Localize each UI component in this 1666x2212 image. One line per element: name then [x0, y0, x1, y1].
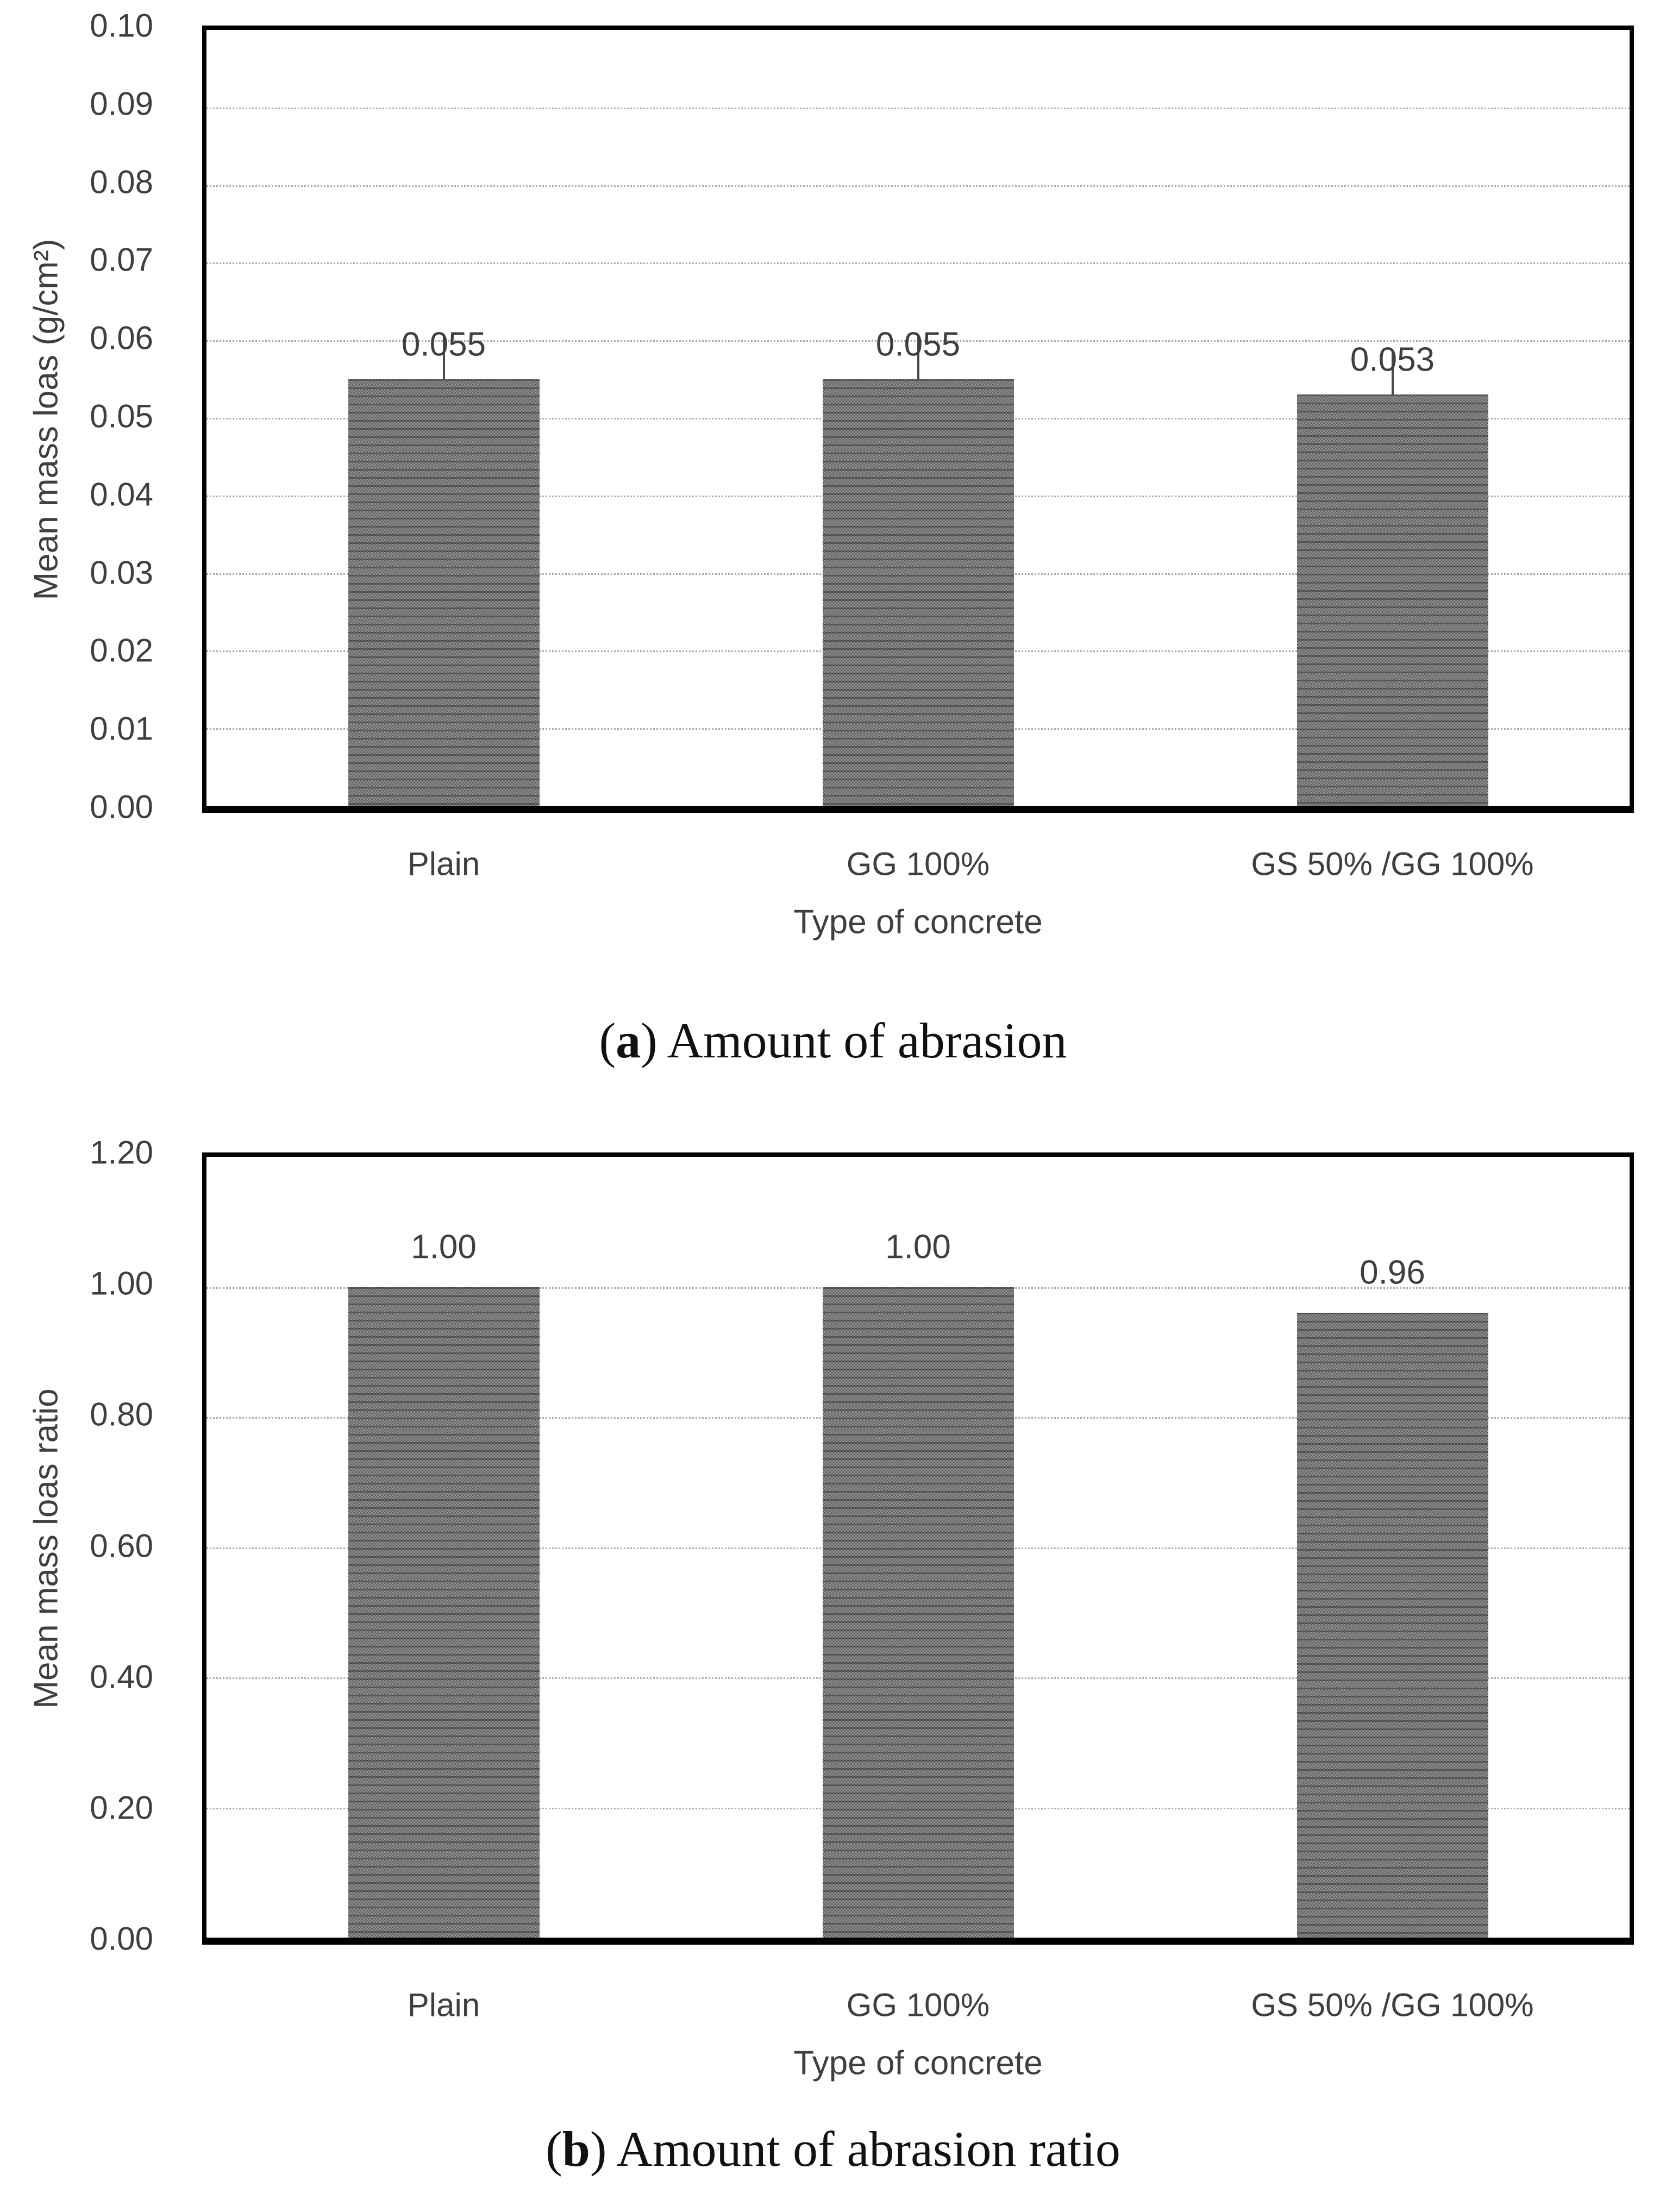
y-tick-label-a-7: 0.03	[90, 554, 153, 591]
y-tick-label-b-1: 1.00	[90, 1265, 153, 1302]
data-label-a-2: 0.053	[1350, 341, 1435, 379]
y-tick-label-b-4: 0.40	[90, 1658, 153, 1695]
panel-caption-b: (b) Amount of abrasion ratio	[546, 2120, 1120, 2178]
y-tick-label-a-8: 0.02	[90, 632, 153, 669]
y-tick-label-a-9: 0.01	[90, 710, 153, 747]
bar-a-2	[1297, 394, 1488, 806]
caption-b-letter: b	[562, 2121, 590, 2177]
y-tick-label-a-1: 0.09	[90, 85, 153, 122]
y-tick-label-b-2: 0.80	[90, 1396, 153, 1433]
data-label-a-0: 0.055	[401, 325, 486, 364]
plot-inner-a: 0.055 0.055 0.053	[206, 30, 1630, 806]
y-tick-label-b-0: 1.20	[90, 1134, 153, 1171]
error-bar-a-2	[1391, 351, 1394, 395]
y-tick-label-b-6: 0.00	[90, 1920, 153, 1957]
data-label-b-2: 0.96	[1360, 1254, 1425, 1292]
bar-b-1	[822, 1287, 1014, 1938]
error-bar-a-1	[917, 335, 919, 379]
category-label-a-1: GG 100%	[846, 845, 990, 882]
caption-b-open: (	[546, 2121, 562, 2177]
gridline	[206, 185, 1630, 187]
category-label-b-2: GS 50% /GG 100%	[1251, 1987, 1534, 2023]
y-tick-label-a-4: 0.06	[90, 319, 153, 356]
gridline	[206, 262, 1630, 265]
category-label-b-0: Plain	[407, 1987, 480, 2023]
x-axis-title-b: Type of concrete	[793, 2044, 1043, 2082]
plot-area-a: 0.055 0.055 0.053	[202, 26, 1634, 813]
plot-area-b: 1.00 1.00 0.96	[202, 1152, 1634, 1945]
y-tick-label-b-5: 0.20	[90, 1789, 153, 1826]
y-tick-label-a-0: 0.10	[90, 7, 153, 44]
y-tick-label-a-3: 0.07	[90, 241, 153, 278]
data-label-b-1: 1.00	[885, 1228, 951, 1265]
error-bar-a-0	[442, 335, 445, 379]
bar-b-0	[348, 1287, 540, 1938]
panel-caption-a: (a) Amount of abrasion	[599, 1012, 1067, 1069]
data-label-b-0: 1.00	[411, 1228, 477, 1265]
y-tick-label-b-3: 0.60	[90, 1527, 153, 1564]
bar-a-0	[348, 379, 540, 806]
category-label-a-2: GS 50% /GG 100%	[1251, 845, 1534, 882]
y-tick-label-a-6: 0.04	[90, 476, 153, 513]
bar-b-2	[1297, 1313, 1488, 1938]
y-tick-label-a-2: 0.08	[90, 164, 153, 200]
x-axis-title-a: Type of concrete	[793, 903, 1043, 941]
bar-a-1	[822, 379, 1014, 806]
caption-a-open: (	[599, 1013, 616, 1068]
data-label-a-1: 0.055	[875, 325, 961, 364]
y-tick-label-a-5: 0.05	[90, 398, 153, 435]
caption-a-rest: ) Amount of abrasion	[641, 1013, 1067, 1068]
gridline	[206, 107, 1630, 109]
plot-inner-b: 1.00 1.00 0.96	[206, 1157, 1630, 1938]
caption-b-rest: ) Amount of abrasion ratio	[590, 2121, 1120, 2177]
y-tick-label-a-10: 0.00	[90, 788, 153, 825]
caption-a-letter: a	[616, 1013, 641, 1068]
category-label-b-1: GG 100%	[846, 1987, 990, 2023]
category-label-a-0: Plain	[407, 845, 480, 882]
